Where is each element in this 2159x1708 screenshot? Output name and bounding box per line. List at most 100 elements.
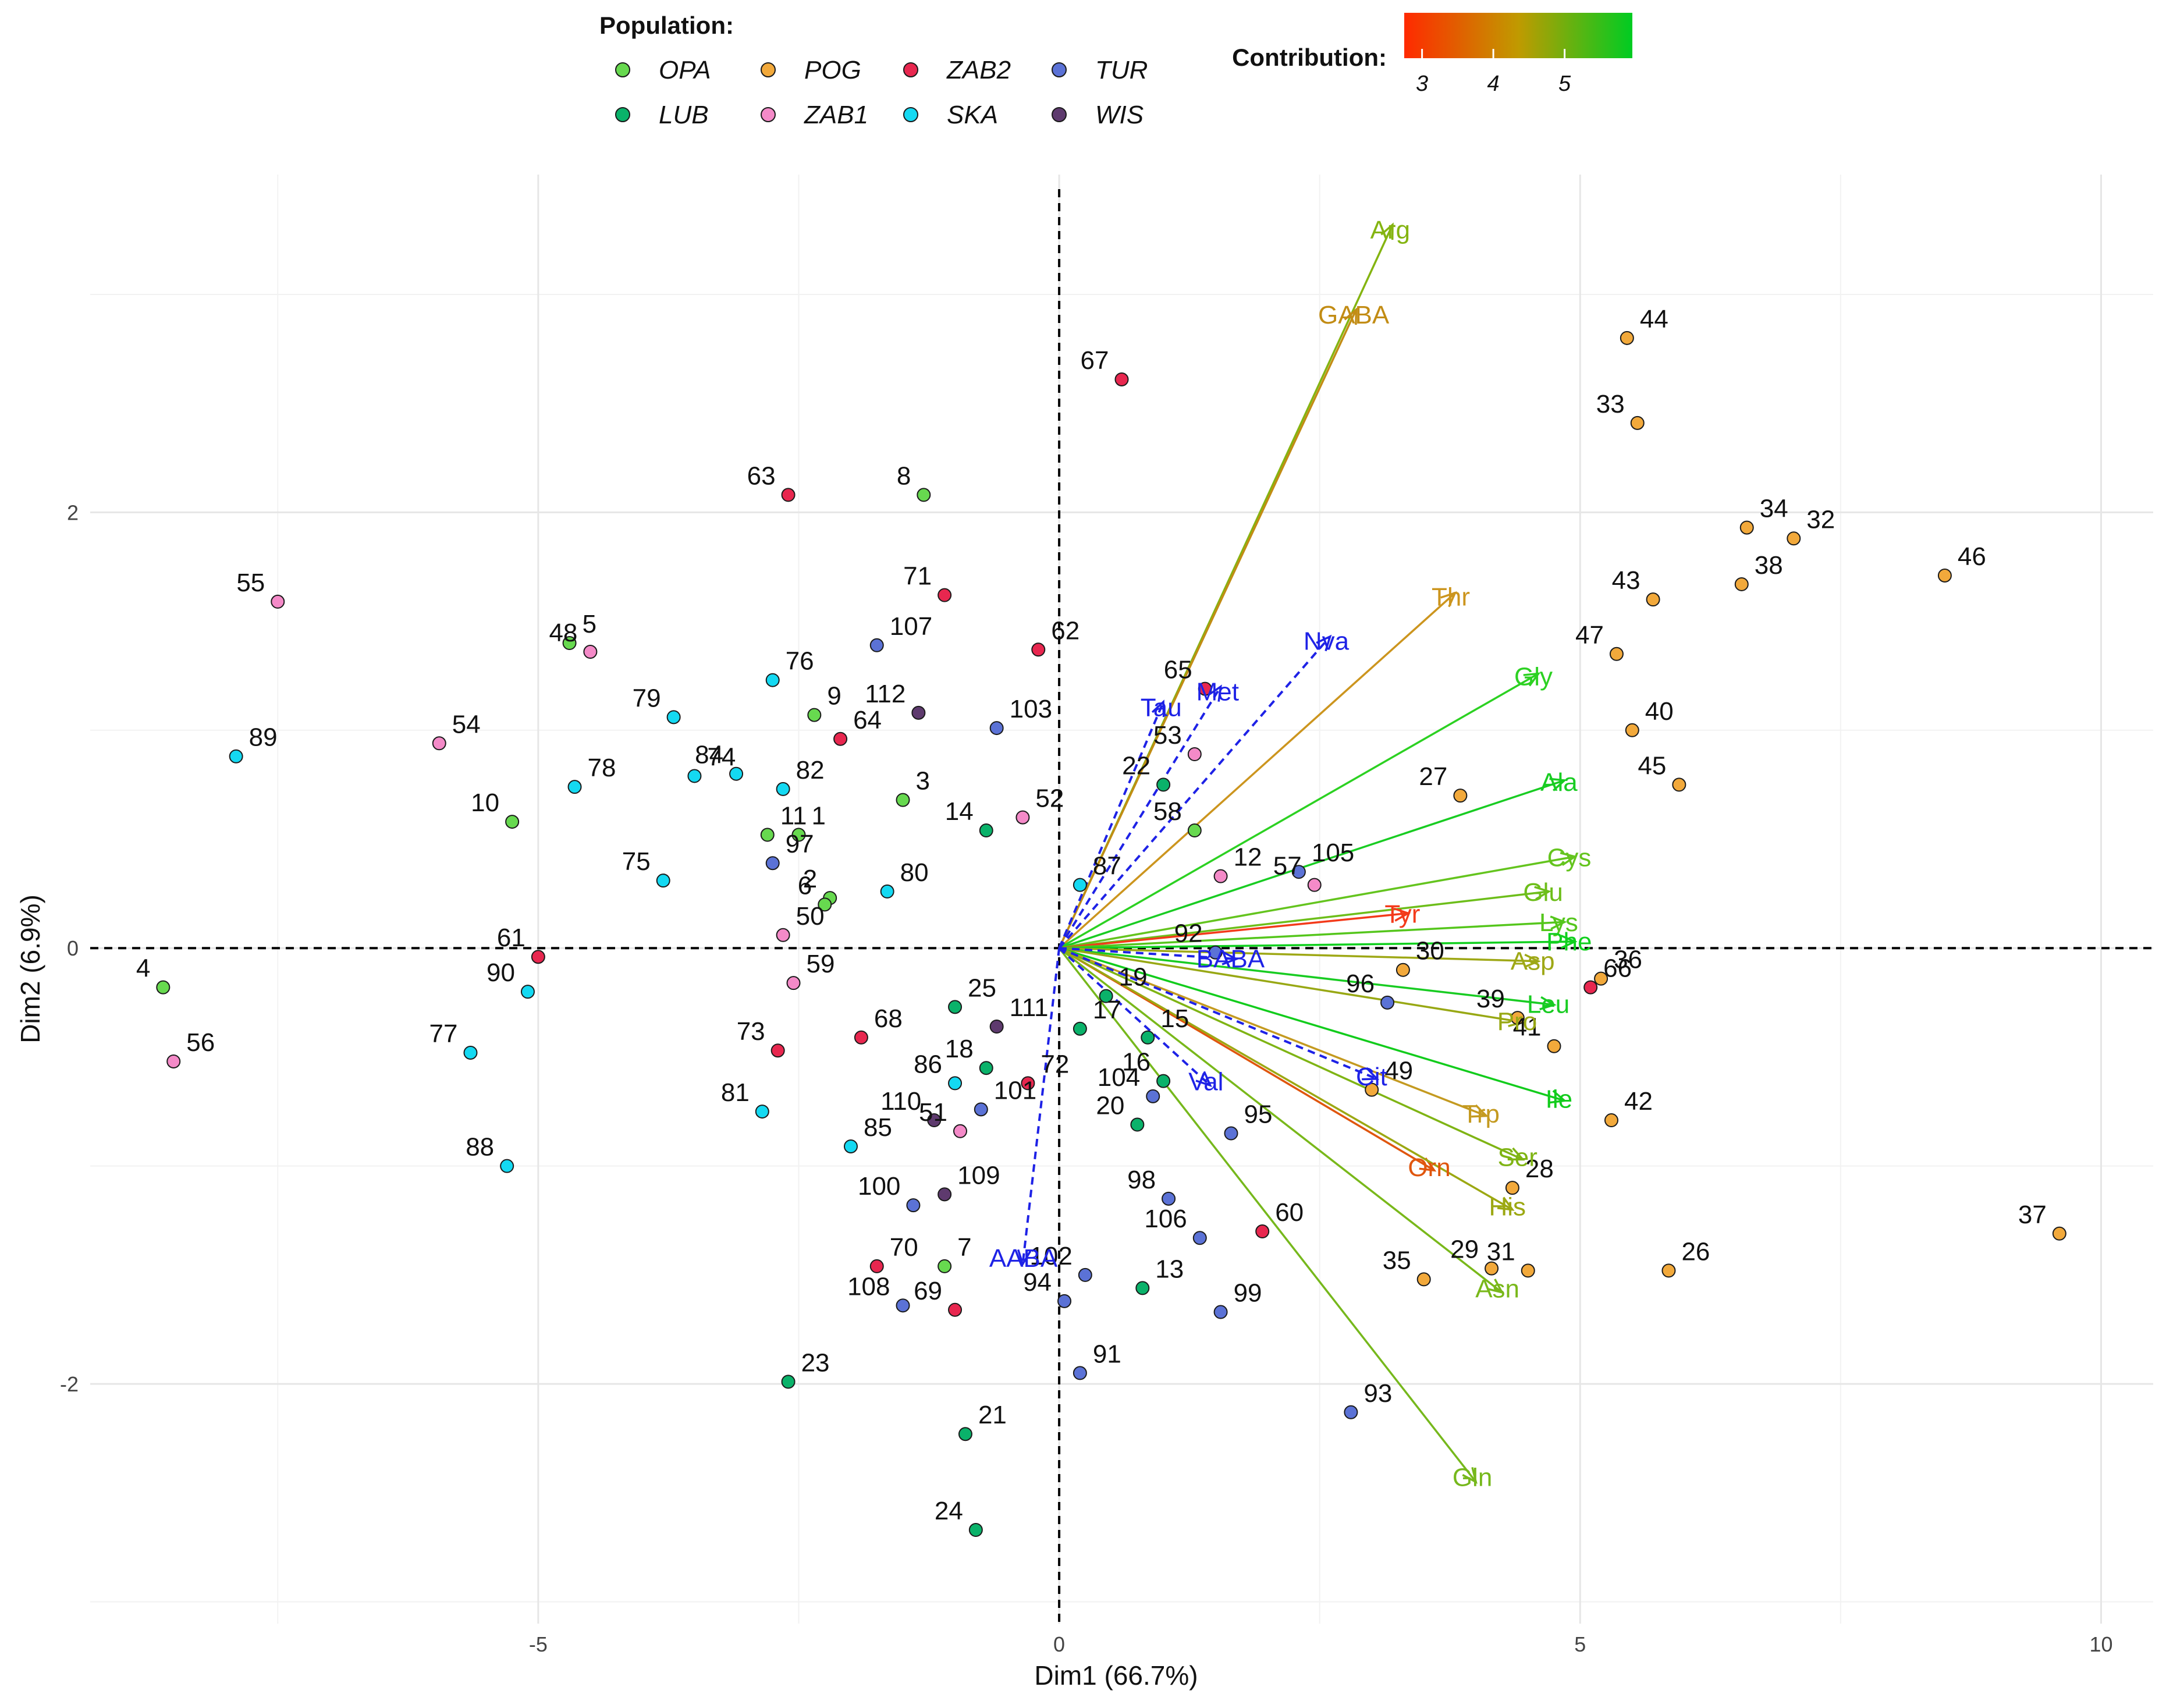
variable-arrow-trp (1059, 947, 1489, 1118)
variable-arrow-leu (1059, 947, 1557, 1011)
x-tick-label: 0 (1053, 1632, 1065, 1656)
point-pog-39 (1510, 1011, 1525, 1025)
point-label: 31 (1487, 1237, 1515, 1266)
point-ska-87 (1073, 878, 1087, 892)
legend-label: POG (804, 56, 861, 84)
point-label: 24 (935, 1497, 963, 1525)
variable-label-baba: BABA (1196, 944, 1265, 973)
point-zab2-66 (1583, 980, 1598, 995)
grid (90, 175, 2153, 1624)
point-ska-79 (666, 710, 681, 725)
arrow-shaft (1058, 309, 1357, 949)
arrow-shaft (1059, 921, 1565, 949)
point-opa-5 (562, 636, 577, 651)
point-ska-80 (880, 884, 894, 899)
variable-label-asn: Asn (1475, 1275, 1519, 1304)
zero-reference-lines (90, 189, 2153, 1624)
point-opa-11 (760, 828, 775, 842)
point-lub-20 (1130, 1117, 1145, 1132)
point-label: 36 (1614, 946, 1642, 974)
variable-arrow-gaba (1058, 307, 1358, 949)
point-lub-14 (979, 823, 993, 838)
point-ska-84 (729, 766, 744, 781)
point-label: 91 (1093, 1340, 1121, 1368)
colorbar-tick-label: 4 (1487, 72, 1500, 96)
legend-label: LUB (659, 101, 709, 129)
point-label: 82 (796, 756, 825, 784)
legend-label: OPA (659, 56, 711, 84)
point-label: 41 (1513, 1013, 1542, 1042)
variable-label-ala: Ala (1540, 768, 1578, 797)
point-label: 54 (452, 710, 481, 738)
point-label: 17 (1093, 996, 1121, 1024)
colorbar-tick-label: 3 (1416, 72, 1428, 96)
point-wis-111 (989, 1020, 1004, 1034)
point-label: 34 (1760, 495, 1788, 523)
point-label: 45 (1638, 751, 1666, 780)
point-label: 18 (945, 1035, 974, 1063)
point-label: 32 (1806, 505, 1835, 534)
point-label: 11 (780, 802, 807, 830)
point-pog-31 (1521, 1263, 1535, 1278)
point-zab2-72 (1021, 1076, 1035, 1091)
variable-label-gln: Gln (1453, 1464, 1492, 1492)
point-lub-15 (1141, 1030, 1155, 1045)
point-label: 72 (1041, 1050, 1069, 1078)
variable-arrow-tyr (1059, 907, 1411, 949)
variable-arrow-nva (1058, 634, 1332, 949)
point-label: 46 (1958, 542, 1986, 571)
point-label: 59 (807, 950, 835, 978)
point-label: 56 (186, 1028, 215, 1057)
arrow-shaft (1059, 779, 1565, 949)
point-tur-107 (869, 638, 884, 652)
point-label: 49 (1384, 1057, 1413, 1085)
variable-arrow-glu (1059, 886, 1551, 949)
point-label: 105 (1312, 839, 1354, 867)
point-label: 94 (1023, 1268, 1052, 1297)
point-opa-1 (791, 828, 806, 842)
point-pog-26 (1661, 1263, 1676, 1278)
arrow-head (1440, 591, 1457, 608)
point-zab1-57 (1307, 878, 1322, 892)
point-pog-47 (1609, 647, 1624, 661)
variable-arrow-asp (1059, 947, 1541, 968)
legend-entry-pog: POG (761, 56, 861, 84)
point-label: 30 (1416, 937, 1444, 965)
arrow-shaft (1059, 855, 1575, 949)
point-pog-27 (1453, 789, 1468, 803)
point-zab2-62 (1031, 642, 1046, 657)
arrow-head (1534, 886, 1551, 900)
point-label: 98 (1127, 1166, 1156, 1194)
y-tick-label: -2 (60, 1372, 79, 1396)
point-label: 9 (827, 682, 841, 711)
point-label: 60 (1275, 1198, 1304, 1227)
variable-label-cys: Cys (1547, 844, 1592, 872)
point-zab1-52 (1015, 810, 1030, 825)
point-label: 23 (801, 1348, 830, 1377)
legend-entry-lub: LUB (615, 101, 709, 129)
point-label: 15 (1160, 1004, 1189, 1033)
legend-label: WIS (1095, 101, 1144, 129)
point-tur-102 (1078, 1267, 1092, 1282)
point-zab1-55 (271, 594, 285, 609)
legend-entry-tur: TUR (1052, 56, 1148, 84)
point-tur-105 (1291, 865, 1306, 879)
arrow-shaft (1059, 947, 1503, 1294)
point-label: 79 (633, 684, 661, 712)
point-pog-36 (1594, 971, 1608, 986)
variable-label-his: His (1489, 1193, 1526, 1221)
point-label: 96 (1346, 970, 1375, 998)
sample-points (156, 331, 2066, 1537)
arrow-shaft (1059, 947, 1539, 963)
point-lub-24 (968, 1522, 983, 1537)
point-zab2-70 (869, 1259, 884, 1273)
point-label: 88 (466, 1133, 494, 1162)
point-zab2-64 (833, 732, 848, 746)
point-ska-85 (843, 1139, 858, 1153)
point-opa-3 (896, 793, 910, 807)
point-label: 89 (249, 723, 278, 752)
point-label: 61 (497, 924, 525, 952)
point-label: 7 (957, 1233, 971, 1262)
arrow-head (1487, 1279, 1504, 1294)
